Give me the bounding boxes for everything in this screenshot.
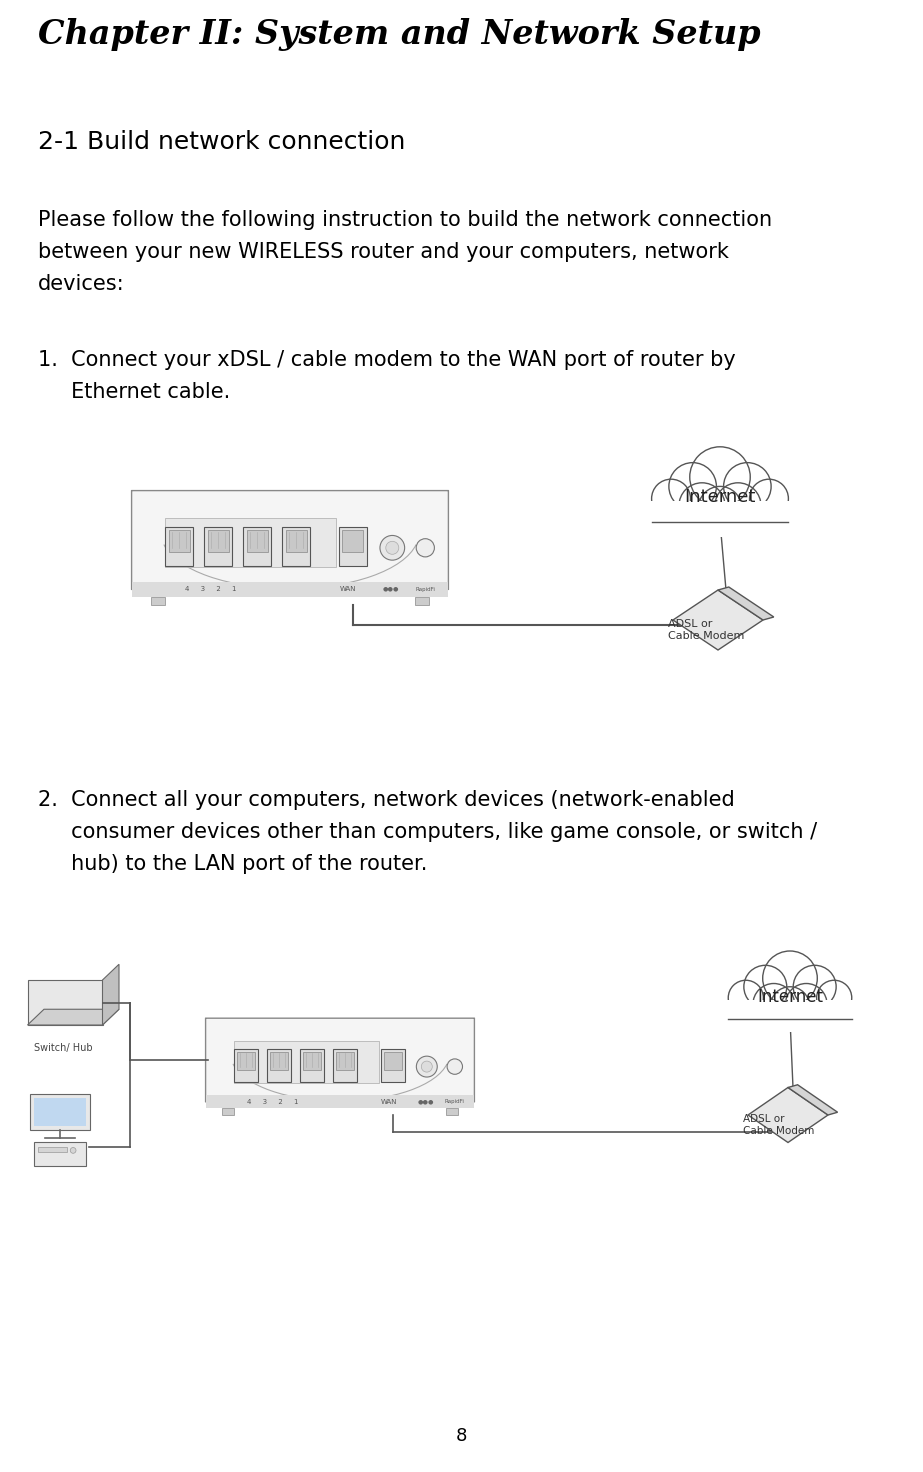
Text: RapidFi: RapidFi (415, 587, 436, 592)
Circle shape (744, 966, 786, 1008)
Bar (415, 598, 428, 605)
Circle shape (762, 951, 817, 1005)
Bar (30, 1094, 90, 1130)
Bar (384, 1051, 402, 1070)
Bar (234, 1041, 379, 1083)
Circle shape (421, 1061, 432, 1072)
Text: 1.  Connect your xDSL / cable modem to the WAN port of router by: 1. Connect your xDSL / cable modem to th… (38, 350, 736, 369)
Circle shape (689, 447, 750, 508)
Circle shape (652, 480, 690, 518)
Circle shape (817, 980, 852, 1016)
Bar (237, 1051, 256, 1070)
Circle shape (70, 1148, 76, 1153)
Text: devices:: devices: (38, 274, 125, 294)
Bar (206, 1095, 474, 1108)
Circle shape (699, 486, 741, 530)
Circle shape (785, 983, 827, 1025)
Bar (300, 1050, 324, 1082)
Text: 4     3     2     1: 4 3 2 1 (247, 1098, 298, 1105)
Bar (726, 999, 854, 1032)
Text: Switch/ Hub: Switch/ Hub (33, 1044, 92, 1052)
Text: 2-1 Build network connection: 2-1 Build network connection (38, 130, 405, 155)
Bar (165, 527, 194, 567)
Bar (34, 1142, 86, 1166)
Circle shape (416, 539, 435, 556)
Text: ●●●: ●●● (417, 1100, 434, 1104)
Bar (339, 527, 366, 567)
Circle shape (386, 542, 399, 555)
Circle shape (669, 462, 716, 511)
Bar (204, 527, 233, 567)
Text: hub) to the LAN port of the router.: hub) to the LAN port of the router. (38, 854, 427, 874)
Bar (246, 530, 268, 552)
Bar (650, 500, 791, 537)
Polygon shape (28, 1010, 119, 1025)
Polygon shape (788, 1085, 837, 1114)
Text: ADSL or
Cable Modem: ADSL or Cable Modem (668, 620, 744, 640)
Text: RapidFi: RapidFi (445, 1100, 465, 1104)
Bar (169, 530, 190, 552)
Circle shape (728, 980, 763, 1016)
Bar (132, 581, 449, 598)
Bar (222, 1108, 234, 1114)
Circle shape (380, 536, 404, 561)
Circle shape (753, 983, 795, 1025)
Polygon shape (102, 964, 119, 1025)
Circle shape (771, 986, 809, 1026)
Text: consumer devices other than computers, like game console, or switch /: consumer devices other than computers, l… (38, 821, 817, 842)
Circle shape (416, 1055, 438, 1078)
FancyBboxPatch shape (132, 490, 449, 589)
Bar (38, 1147, 66, 1151)
Text: Ethernet cable.: Ethernet cable. (38, 383, 230, 402)
Circle shape (793, 966, 836, 1008)
Text: 2.  Connect all your computers, network devices (network-enabled: 2. Connect all your computers, network d… (38, 790, 735, 810)
Polygon shape (28, 980, 102, 1025)
Text: Internet: Internet (684, 489, 756, 506)
Bar (208, 530, 229, 552)
Bar (282, 527, 310, 567)
Bar (164, 518, 336, 567)
Circle shape (679, 483, 725, 528)
Bar (270, 1051, 288, 1070)
Text: Internet: Internet (757, 988, 823, 1005)
Text: ADSL or
Cable Modem: ADSL or Cable Modem (743, 1114, 814, 1136)
Bar (151, 598, 164, 605)
Bar (304, 1051, 321, 1070)
Circle shape (447, 1058, 462, 1075)
Text: 8: 8 (456, 1426, 467, 1446)
Text: ●●●: ●●● (382, 587, 399, 592)
Circle shape (724, 462, 771, 511)
Text: Chapter II: System and Network Setup: Chapter II: System and Network Setup (38, 18, 761, 52)
Bar (447, 1108, 458, 1114)
Circle shape (715, 483, 761, 528)
Polygon shape (718, 587, 773, 620)
Polygon shape (748, 1088, 828, 1142)
Circle shape (749, 480, 788, 518)
Bar (342, 530, 364, 552)
Bar (34, 1098, 86, 1126)
Bar (268, 1050, 291, 1082)
Bar (285, 530, 307, 552)
Bar (234, 1050, 258, 1082)
Text: Please follow the following instruction to build the network connection: Please follow the following instruction … (38, 210, 773, 230)
Polygon shape (673, 590, 763, 651)
Text: WAN: WAN (340, 586, 356, 592)
Text: WAN: WAN (381, 1098, 397, 1105)
Bar (333, 1050, 357, 1082)
Bar (244, 527, 271, 567)
Bar (381, 1050, 405, 1082)
Text: 4     3     2     1: 4 3 2 1 (185, 586, 236, 592)
FancyBboxPatch shape (206, 1019, 474, 1103)
Bar (336, 1051, 354, 1070)
Text: between your new WIRELESS router and your computers, network: between your new WIRELESS router and you… (38, 241, 729, 262)
